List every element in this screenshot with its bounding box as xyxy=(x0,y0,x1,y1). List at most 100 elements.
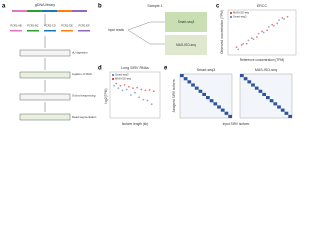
fragment xyxy=(27,30,39,32)
diagonal-cell xyxy=(266,96,270,100)
legend-label: MAS-ISO-seq xyxy=(115,77,132,81)
plot-area xyxy=(109,71,161,119)
x-label: Reference concentration (TPM) xyxy=(240,58,284,62)
legend-swatch xyxy=(112,74,114,76)
y-label: Assigned SIRV isoform xyxy=(172,79,176,112)
point xyxy=(121,89,124,92)
page: {"panel_a":{"label":"a","title":"gDNA li… xyxy=(2,2,297,126)
fragment xyxy=(44,30,56,32)
legend-label: MAS-ISO-seq xyxy=(233,11,250,15)
body: a gDNA library b Sample 1 Input reads Sm… xyxy=(2,2,297,126)
diagonal-cell xyxy=(258,89,263,93)
box xyxy=(165,35,207,55)
box-label: Smart-seq3 xyxy=(178,20,195,24)
fragment xyxy=(61,30,73,32)
panel-title: ERCC xyxy=(257,4,268,8)
legend-label: Smart-seq3 xyxy=(115,73,129,77)
diagonal-cell xyxy=(251,83,255,87)
legend-swatch xyxy=(112,78,114,80)
diagonal-cell xyxy=(206,96,210,100)
diagonal-cell xyxy=(243,77,248,81)
point xyxy=(237,48,240,51)
point xyxy=(245,42,248,45)
point xyxy=(262,31,265,34)
panel-title: Long SIRV RNAs xyxy=(121,66,149,70)
point xyxy=(123,83,126,86)
point xyxy=(256,36,258,38)
point xyxy=(271,23,274,26)
step-label: PCR1-BC xyxy=(27,24,39,28)
panel-label: c xyxy=(216,4,220,10)
diagonal-cell xyxy=(288,114,292,118)
fragment xyxy=(78,30,90,32)
point xyxy=(119,84,122,87)
point xyxy=(283,18,285,20)
panel-title: gDNA library xyxy=(35,3,55,7)
point xyxy=(138,96,141,99)
point xyxy=(247,39,250,42)
diagonal-cell xyxy=(228,114,232,118)
diagonal-cell xyxy=(191,83,195,87)
diagonal-cell xyxy=(224,111,229,115)
point xyxy=(146,99,149,102)
step-note: dU digestion xyxy=(72,51,88,55)
diagonal-cell xyxy=(240,74,244,78)
diagonal-cell xyxy=(202,92,206,96)
legend-swatch xyxy=(230,12,232,14)
input-label: Input reads xyxy=(108,28,124,32)
point xyxy=(129,94,132,96)
legend-label: Smart-seq3 xyxy=(233,15,247,19)
point xyxy=(281,16,284,19)
point xyxy=(273,24,275,27)
point xyxy=(235,46,238,49)
point xyxy=(125,88,128,91)
point xyxy=(127,85,130,88)
diagonal-cell xyxy=(194,86,199,90)
point xyxy=(142,98,145,101)
diagonal-cell xyxy=(209,99,214,103)
point xyxy=(140,88,143,91)
point xyxy=(252,38,255,41)
point xyxy=(286,15,289,18)
step-note: Ligation of MAS xyxy=(72,72,92,76)
panel-label: a xyxy=(2,4,6,10)
diagonal-cell xyxy=(180,74,184,78)
point xyxy=(257,32,260,35)
legend-swatch xyxy=(230,16,232,18)
y-label: Observed concentration (TPM) xyxy=(220,10,224,54)
point xyxy=(152,90,155,93)
point xyxy=(261,30,263,33)
gdna-strand xyxy=(12,10,87,26)
panel-label: b xyxy=(98,4,102,10)
point xyxy=(144,89,147,92)
x-label: Input SIRV isoform xyxy=(223,122,250,126)
diagonal-cell xyxy=(213,102,218,106)
box xyxy=(165,12,207,32)
diagonal-cell xyxy=(183,77,188,81)
panel-title: Sample 1 xyxy=(147,4,162,8)
panel-title: MAS-ISO-seq xyxy=(255,68,277,72)
point xyxy=(267,25,270,28)
point xyxy=(117,87,120,89)
diagonal-cell xyxy=(187,80,192,84)
panel-label: d xyxy=(98,66,102,72)
point xyxy=(278,19,280,22)
point xyxy=(134,91,136,94)
diagonal-cell xyxy=(247,80,252,84)
diagonal-cell xyxy=(262,92,266,96)
point xyxy=(266,29,268,32)
diagonal-cell xyxy=(220,108,225,112)
point xyxy=(148,89,151,91)
step-label: PCR1-AB xyxy=(10,24,22,28)
point xyxy=(136,86,138,89)
step-label: PCR1-EF xyxy=(78,24,90,28)
diagonal-cell xyxy=(273,102,278,106)
diagonal-cell xyxy=(269,99,274,103)
panel-label: e xyxy=(164,66,168,72)
point xyxy=(276,22,279,25)
x-label: Isoform length (kb) xyxy=(122,122,149,126)
diagonal-cell xyxy=(254,86,259,90)
point xyxy=(242,42,245,45)
step-note: Read segmentation xyxy=(72,115,97,119)
diagonal-cell xyxy=(277,105,281,109)
